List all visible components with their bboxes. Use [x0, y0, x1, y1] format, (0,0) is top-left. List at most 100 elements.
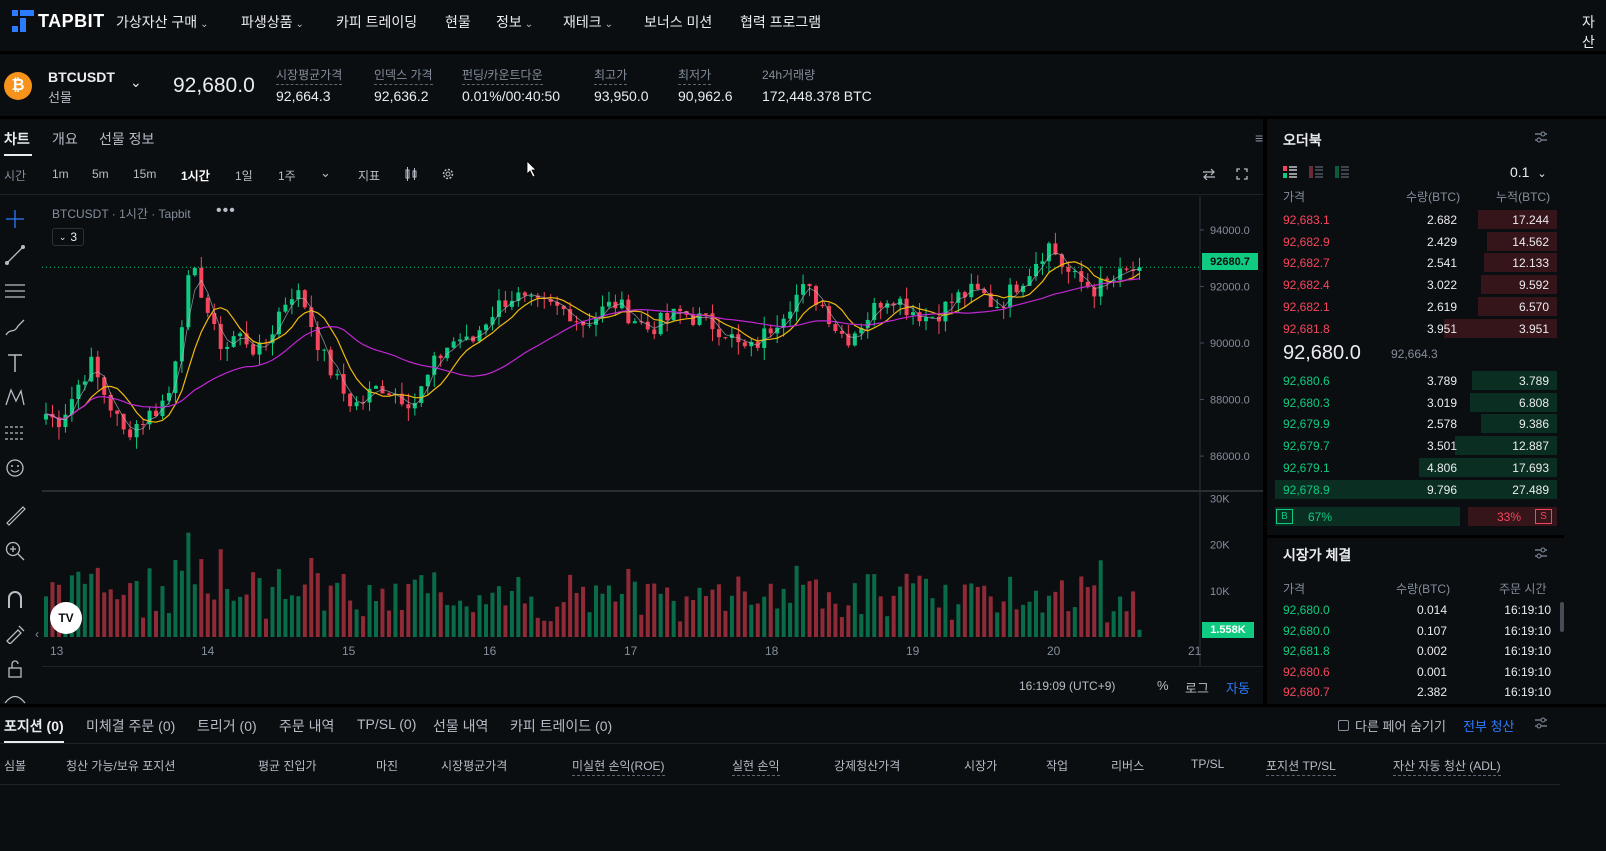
bids-only-view-icon[interactable] — [1335, 166, 1349, 178]
bottom-tab-4[interactable]: TP/SL (0) — [357, 716, 417, 732]
lock-icon[interactable] — [4, 658, 26, 680]
both-sides-view-icon[interactable] — [1283, 166, 1297, 178]
ob-qty: 2.578 — [1426, 417, 1457, 432]
nav-item[interactable]: 현물 — [445, 12, 471, 32]
bottom-tab-3[interactable]: 주문 내역 — [279, 718, 335, 734]
price-step-select[interactable]: 0.1 ⌄ — [1510, 164, 1547, 180]
eye-icon[interactable] — [4, 692, 26, 704]
indicator-collapse-button[interactable]: ⌄ 3 — [52, 228, 84, 246]
asks-only-view-icon[interactable] — [1309, 166, 1323, 178]
nav-item[interactable]: 파생상품 ⌄ — [241, 12, 304, 32]
order-book-row[interactable]: 92,681.8 3.951 3.951 — [1275, 318, 1557, 339]
prediction-icon[interactable] — [4, 422, 26, 444]
percent-button[interactable]: % — [1157, 678, 1169, 693]
logo[interactable]: TAPBIT — [12, 10, 105, 32]
tradingview-logo[interactable]: TV — [50, 602, 82, 634]
bottom-tab-0[interactable]: 포지션 (0) — [4, 718, 64, 734]
pattern-icon[interactable] — [4, 386, 26, 408]
tab-futures-info[interactable]: 선물 정보 — [99, 131, 155, 147]
bottom-tab-2[interactable]: 트리거 (0) — [197, 718, 257, 734]
timeframe-5[interactable]: 1주 — [278, 169, 296, 183]
symbol-name[interactable]: BTCUSDT — [48, 69, 115, 85]
ruler-icon[interactable] — [4, 504, 26, 526]
more-icon[interactable]: ••• — [216, 202, 236, 219]
timeframe-3[interactable]: 1시간 — [181, 169, 210, 183]
price-chart[interactable]: 86000.0 88000.0 90000.0 92000.0 94000.0 10K 20… — [42, 196, 1263, 666]
trade-time: 16:19:10 — [1504, 685, 1551, 700]
volume-bar — [419, 575, 424, 637]
hide-other-pairs-label: 다른 페어 숨기기 — [1355, 719, 1446, 734]
order-book-row[interactable]: 92,680.3 3.019 6.808 — [1275, 392, 1557, 413]
candle — [1131, 269, 1136, 272]
order-book-row[interactable]: 92,682.1 2.619 6.570 — [1275, 296, 1557, 317]
tab-overview[interactable]: 개요 — [52, 131, 78, 147]
nav-item[interactable]: 가상자산 구매 ⌄ — [116, 12, 209, 32]
scrollbar[interactable] — [1560, 602, 1564, 632]
close-all-button[interactable]: 전부 청산 — [1463, 719, 1515, 734]
candle — [386, 393, 391, 396]
timeframe-4[interactable]: 1일 — [235, 169, 253, 183]
nav-item[interactable]: 재테크 ⌄ — [563, 12, 613, 32]
log-button[interactable]: 로그 — [1185, 681, 1209, 696]
nav-item[interactable]: 보너스 미션 — [644, 12, 712, 32]
chevron-down-icon[interactable]: ⌄ — [320, 165, 331, 180]
timeframe-0[interactable]: 1m — [52, 167, 69, 181]
settings-toggle-icon[interactable] — [1534, 717, 1548, 729]
settings-toggle-icon[interactable] — [1534, 131, 1548, 143]
bottom-tab-1[interactable]: 미체결 주문 (0) — [86, 718, 176, 734]
trade-row: 92,680.0 0.107 16:19:10 — [1283, 624, 1551, 645]
volume-bar — [600, 593, 605, 637]
candle — [1046, 243, 1051, 262]
candle — [322, 349, 327, 351]
indicator-button[interactable]: 지표 — [358, 169, 381, 183]
fullscreen-icon[interactable] — [1236, 168, 1248, 180]
text-icon[interactable] — [4, 352, 26, 374]
gear-icon[interactable] — [441, 167, 455, 181]
volume-tick-label: 30K — [1210, 493, 1230, 505]
order-book-row[interactable]: 92,682.7 2.541 12.133 — [1275, 252, 1557, 273]
compare-icon[interactable] — [1202, 168, 1216, 180]
trend-line-icon[interactable] — [4, 244, 26, 266]
order-book-row[interactable]: 92,679.1 4.806 17.693 — [1275, 457, 1557, 478]
auto-button[interactable]: 자동 — [1226, 681, 1250, 696]
nav-assets[interactable]: 자산 — [1582, 14, 1595, 50]
candle — [904, 298, 909, 316]
order-book-row[interactable]: 92,682.9 2.429 14.562 — [1275, 231, 1557, 252]
x-tick-label: 21 — [1188, 644, 1202, 658]
volume-bar — [425, 593, 430, 637]
zoom-in-icon[interactable] — [4, 540, 26, 562]
timeframe-1[interactable]: 5m — [92, 167, 109, 181]
nav-item[interactable]: 정보 ⌄ — [496, 12, 533, 32]
settings-toggle-icon[interactable] — [1534, 547, 1548, 559]
candle — [121, 413, 126, 430]
hide-other-pairs-checkbox[interactable]: 다른 페어 숨기기 — [1338, 716, 1446, 735]
chevron-down-icon[interactable]: ⌄ — [130, 74, 142, 90]
tab-chart[interactable]: 차트 — [4, 131, 30, 147]
candle — [898, 298, 903, 305]
chevron-left-icon[interactable]: ‹ — [35, 627, 39, 641]
order-book-row[interactable]: 92,679.9 2.578 9.386 — [1275, 413, 1557, 434]
order-book-row[interactable]: 92,680.6 3.789 3.789 — [1275, 370, 1557, 391]
lock-drawing-icon[interactable] — [4, 622, 26, 644]
horizontal-lines-icon[interactable] — [4, 280, 26, 302]
menu-icon[interactable]: ≡ — [1255, 130, 1264, 146]
bottom-tab-5[interactable]: 선물 내역 — [433, 718, 489, 734]
order-book-row[interactable]: 92,678.9 9.796 27.489 — [1275, 479, 1557, 500]
candle — [128, 429, 133, 438]
bottom-tab-6[interactable]: 카피 트레이드 (0) — [510, 718, 613, 734]
nav-item[interactable]: 카피 트레이딩 — [336, 12, 417, 32]
order-book-row[interactable]: 92,683.1 2.682 17.244 — [1275, 209, 1557, 230]
nav-item[interactable]: 협력 프로그램 — [740, 12, 821, 32]
volume-bar — [386, 610, 391, 637]
emoji-icon[interactable] — [4, 457, 26, 479]
order-book-row[interactable]: 92,679.7 3.501 12.887 — [1275, 435, 1557, 456]
order-book-row[interactable]: 92,682.4 3.022 9.592 — [1275, 274, 1557, 295]
brush-icon[interactable] — [4, 316, 26, 338]
volume-bar — [173, 560, 178, 637]
magnet-icon[interactable] — [4, 588, 26, 610]
candle-type-icon[interactable] — [404, 167, 418, 181]
timeframe-2[interactable]: 15m — [133, 167, 157, 181]
volume-bar — [956, 604, 961, 637]
volume-bar — [445, 605, 450, 637]
crosshair-icon[interactable] — [4, 208, 26, 230]
